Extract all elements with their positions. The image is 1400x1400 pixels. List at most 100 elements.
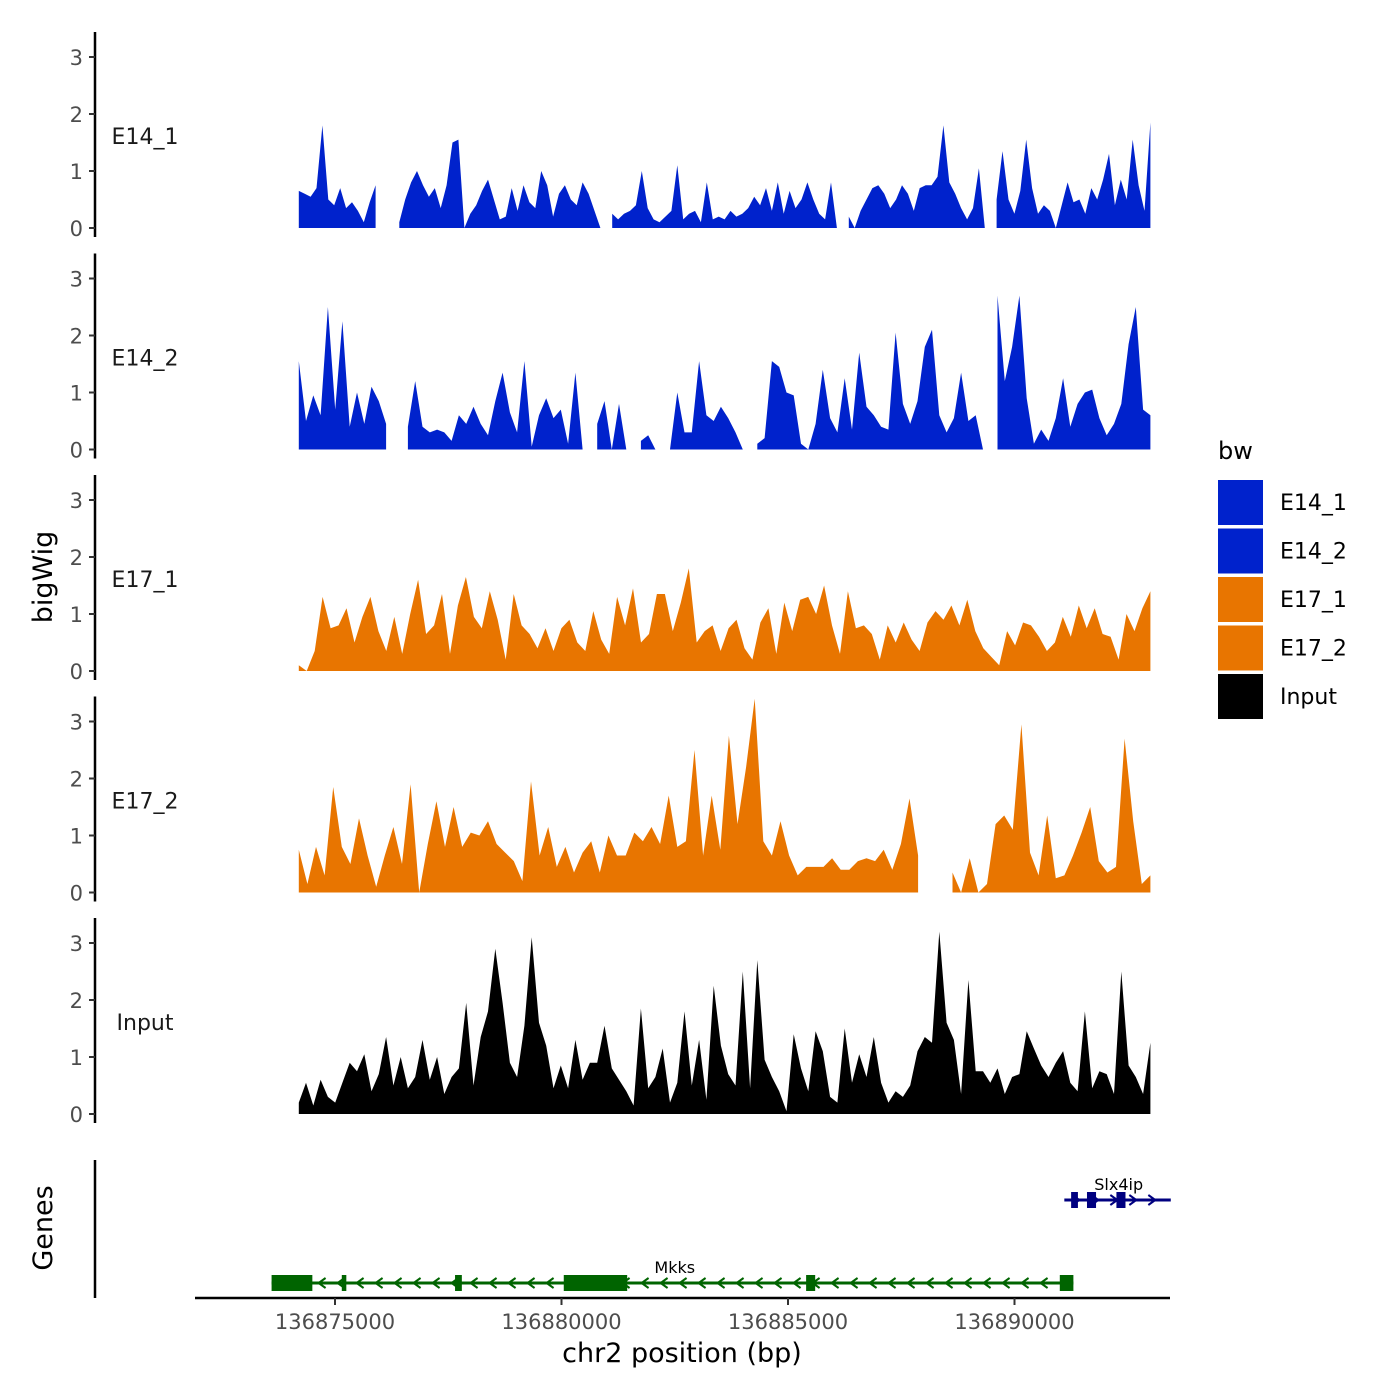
- track-label: Input: [117, 1011, 174, 1036]
- coverage-area: [298, 568, 1151, 671]
- y-tick-label: 0: [70, 1103, 83, 1127]
- strand-arrow: [506, 1277, 517, 1289]
- coverage-area: [612, 165, 837, 228]
- coverage-area: [298, 698, 919, 893]
- y-tick-label: 2: [70, 325, 83, 349]
- gene-slx4ip: Slx4ip: [1064, 1175, 1171, 1208]
- legend-swatch: [1218, 625, 1263, 671]
- strand-arrow: [639, 1277, 650, 1289]
- genes-axis-title: Genes: [28, 1185, 59, 1270]
- legend-label: E17_1: [1280, 588, 1347, 613]
- strand-arrow: [829, 1277, 840, 1289]
- strand-arrow: [696, 1277, 707, 1289]
- strand-arrow: [962, 1277, 973, 1289]
- gene-exon: [1059, 1275, 1074, 1291]
- x-axis: 136875000 136880000 136885000 136890000: [195, 1296, 1170, 1334]
- gene-exon: [1071, 1192, 1078, 1208]
- strand-arrow: [392, 1277, 403, 1289]
- strand-arrow: [544, 1277, 555, 1289]
- legend-swatch: [1218, 577, 1263, 622]
- coverage-area: [952, 724, 1151, 893]
- y-tick-label: 2: [70, 546, 83, 570]
- coverage-area: [298, 931, 1151, 1114]
- strand-arrow: [753, 1277, 764, 1289]
- y-tick-label: 1: [70, 603, 83, 627]
- gene-exon: [341, 1275, 347, 1291]
- x-tick-label: 136880000: [501, 1310, 621, 1334]
- coverage-area: [997, 295, 1151, 450]
- legend-title: bw: [1218, 437, 1253, 465]
- strand-arrow: [905, 1277, 916, 1289]
- strand-arrow: [411, 1277, 422, 1289]
- strand-arrow: [430, 1277, 441, 1289]
- y-tick-label: 2: [70, 989, 83, 1013]
- strand-arrow: [734, 1277, 745, 1289]
- legend-swatch: [1218, 480, 1263, 525]
- y-axis-title: bigWig: [28, 531, 59, 624]
- coverage-area: [399, 139, 601, 228]
- gene-label: Mkks: [654, 1258, 695, 1277]
- y-tick-label: 0: [70, 882, 83, 906]
- strand-arrow: [373, 1277, 384, 1289]
- gene-mkks: Mkks: [271, 1258, 1074, 1291]
- coverage-area: [757, 329, 983, 450]
- strand-arrow: [943, 1277, 954, 1289]
- strand-arrow: [848, 1277, 859, 1289]
- track-label: E17_2: [112, 790, 179, 815]
- strand-arrow: [525, 1277, 536, 1289]
- strand-arrow: [1128, 1194, 1139, 1206]
- coverage-area: [298, 307, 387, 450]
- gene-exon: [455, 1275, 462, 1291]
- y-tick-label: 3: [70, 711, 83, 735]
- strand-arrow: [867, 1277, 878, 1289]
- strand-arrow: [886, 1277, 897, 1289]
- strand-arrow: [354, 1277, 365, 1289]
- gene-exon: [806, 1275, 816, 1291]
- y-tick-label: 2: [70, 103, 83, 127]
- strand-arrow: [1000, 1277, 1011, 1289]
- track-label: E14_2: [112, 347, 179, 372]
- track-input: 0 1 2 3 Input: [70, 918, 1151, 1127]
- y-tick-label: 1: [70, 160, 83, 184]
- track-e14-2: 0 1 2 3 E14_2: [70, 253, 1151, 463]
- y-tick-label: 1: [70, 825, 83, 849]
- strand-arrow: [772, 1277, 783, 1289]
- y-tick-label: 3: [70, 46, 83, 70]
- coverage-area: [996, 122, 1151, 228]
- strand-arrow: [791, 1277, 802, 1289]
- x-axis-title: chr2 position (bp): [562, 1338, 802, 1369]
- strand-arrow: [677, 1277, 688, 1289]
- strand-arrow: [658, 1277, 669, 1289]
- legend-swatch: [1218, 528, 1263, 574]
- y-tick-label: 2: [70, 768, 83, 792]
- coverage-area: [407, 361, 583, 450]
- track-label: E17_1: [112, 568, 179, 593]
- legend: bw E14_1 E14_2 E17_1 E17_2 Input: [1218, 437, 1347, 719]
- gene-exon: [1086, 1192, 1097, 1208]
- gene-exon: [271, 1275, 313, 1291]
- strand-arrow: [1019, 1277, 1030, 1289]
- gene-label: Slx4ip: [1094, 1175, 1143, 1194]
- y-tick-label: 3: [70, 268, 83, 292]
- strand-arrow: [316, 1277, 327, 1289]
- coverage-area: [670, 361, 743, 450]
- coverage-area: [298, 125, 376, 228]
- legend-label: E14_1: [1280, 491, 1347, 516]
- y-tick-label: 3: [70, 932, 83, 956]
- track-panels: 0 1 2 3 E14_1 0 1 2 3 E14_2 0 1 2 3 E17_1 0 1 2 3 E17_2 0 1 2 3…: [70, 32, 1151, 1127]
- track-e17-1: 0 1 2 3 E17_1: [70, 475, 1151, 684]
- strand-arrow: [924, 1277, 935, 1289]
- track-label: E14_1: [112, 125, 179, 150]
- track-e17-2: 0 1 2 3 E17_2: [70, 696, 1151, 906]
- strand-arrow: [1038, 1277, 1049, 1289]
- strand-arrow: [715, 1277, 726, 1289]
- x-tick-label: 136875000: [275, 1310, 395, 1334]
- coverage-area: [597, 401, 627, 450]
- strand-arrow: [1147, 1194, 1158, 1206]
- y-tick-label: 0: [70, 439, 83, 463]
- y-tick-label: 1: [70, 382, 83, 406]
- strand-arrow: [468, 1277, 479, 1289]
- legend-label: E14_2: [1280, 540, 1347, 565]
- legend-label: Input: [1280, 685, 1337, 710]
